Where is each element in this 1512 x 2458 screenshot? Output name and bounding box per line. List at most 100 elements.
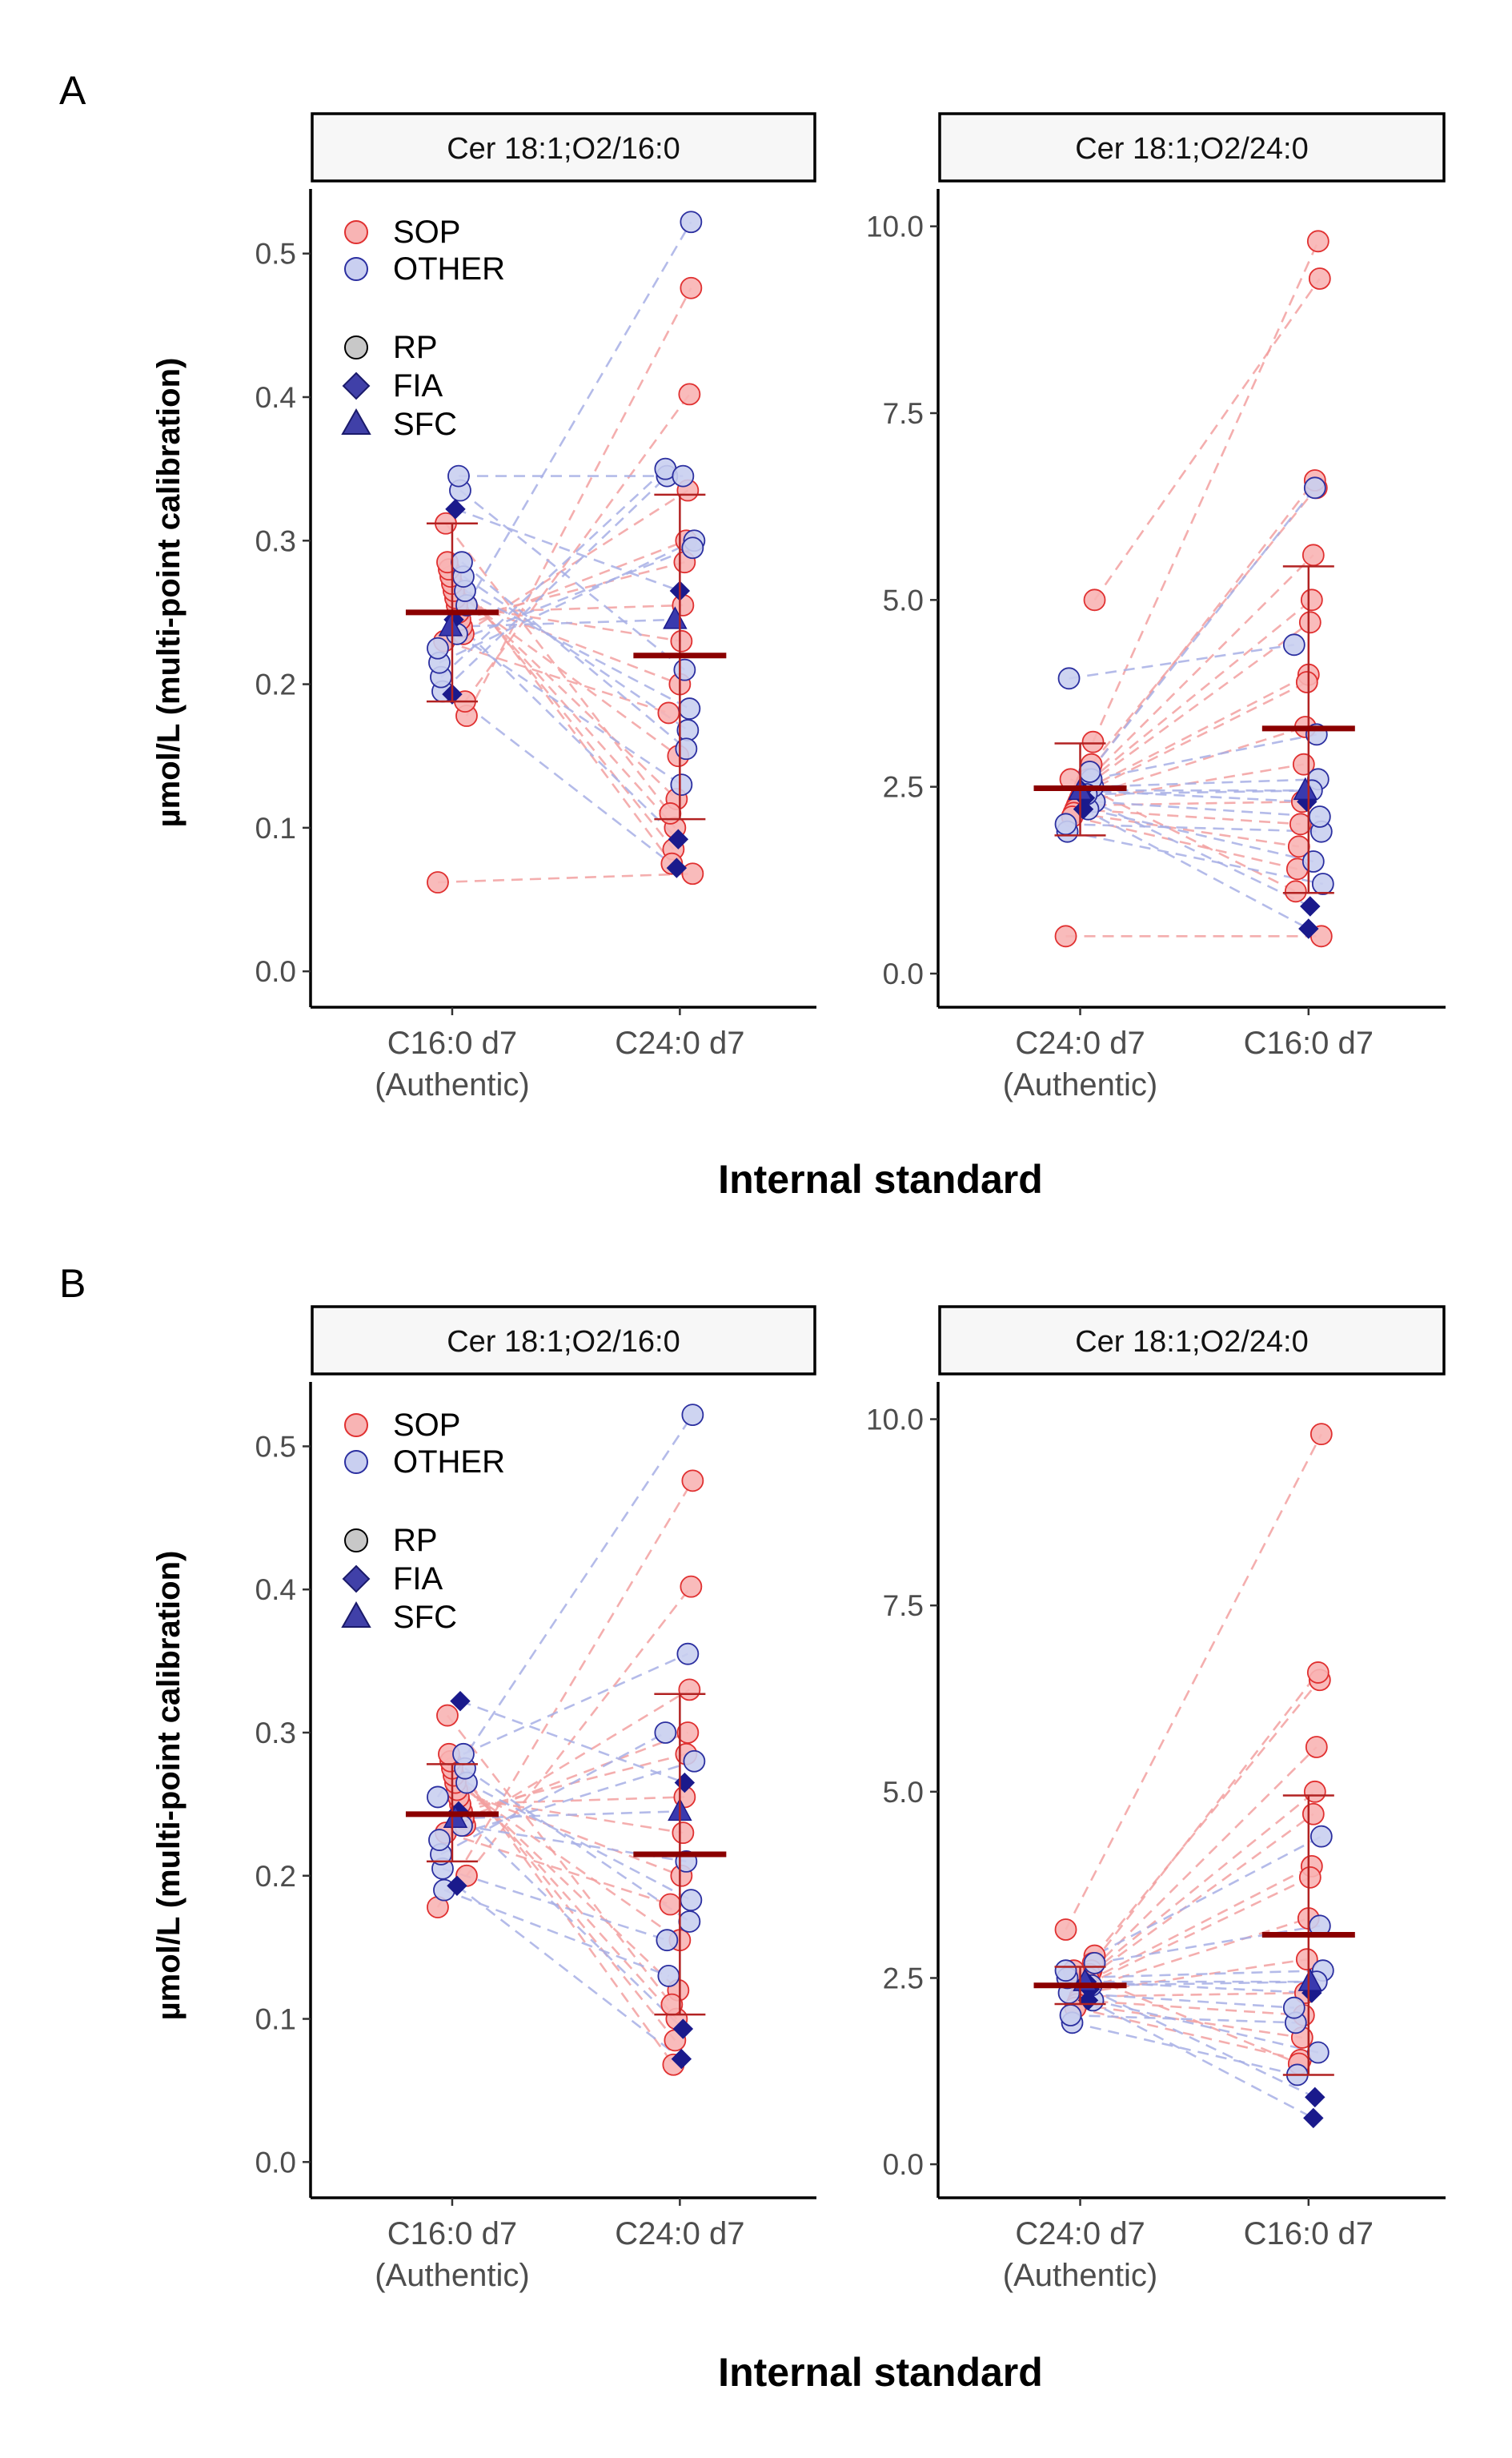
data-point-fia (445, 499, 466, 520)
data-point (1301, 1802, 1325, 1825)
pair-line (1089, 1988, 1316, 2099)
pair-line (1075, 808, 1301, 825)
data-point-sfc (1293, 777, 1318, 801)
facet-a-cer24: Cer 18:1;O2/24:0 0.0 2.5 5.0 7.5 10.0 C24:0 d7… (866, 112, 1446, 1102)
data-point (1081, 730, 1105, 753)
legend-other-label: OTHER (393, 251, 505, 287)
pair-line (1077, 2002, 1303, 2039)
legend-sop-marker (344, 220, 368, 244)
legend-b: SOP OTHER RP FIA SFC (341, 1408, 505, 1635)
x-tick-label: C24:0 d7 (615, 2216, 744, 2251)
pair-line (1069, 1991, 1294, 2009)
pair-line (1088, 808, 1314, 863)
pair-line (458, 1810, 684, 2030)
data-point (672, 1821, 695, 1845)
pair-line (1090, 487, 1317, 765)
legend-other-marker (344, 1450, 368, 1474)
y-tick-label: 10.0 (866, 1404, 924, 1436)
data-point (657, 1965, 680, 1987)
pair-line (1087, 1999, 1314, 2119)
data-point (681, 1404, 704, 1427)
pair-line (1084, 621, 1311, 788)
pair-line (1080, 1991, 1305, 1998)
data-point (1303, 1780, 1326, 1803)
data-point (1083, 588, 1106, 612)
data-point-fia (1298, 918, 1319, 939)
pair-line (437, 547, 693, 649)
pair-line (463, 576, 689, 732)
data-point (1054, 1918, 1077, 1941)
pair-line (1092, 240, 1320, 743)
data-point (1306, 2041, 1330, 2064)
pair-line (1077, 801, 1302, 807)
data-point (1295, 1948, 1318, 1971)
pair-line (439, 540, 695, 664)
data-point (436, 1704, 459, 1727)
data-point (678, 383, 701, 406)
data-point (654, 1721, 677, 1744)
data-point (1282, 633, 1305, 657)
pair-line (1083, 1917, 1309, 1990)
data-point (656, 1929, 679, 1952)
x-tick-label: C16:0 d7 (1244, 1026, 1374, 1061)
data-point (1298, 1866, 1321, 1889)
facet-b-cer24: Cer 18:1;O2/24:0 0.0 2.5 5.0 7.5 10.0 C24:0 d7… (866, 1305, 1446, 2293)
pair-line (1081, 789, 1307, 803)
data-point (1301, 850, 1325, 873)
pair-line (463, 393, 691, 702)
x-tick-label: C24:0 d7 (1015, 2216, 1145, 2251)
y-tick-label: 0.0 (255, 2146, 296, 2179)
pair-line (1094, 801, 1320, 818)
data-point (1083, 1951, 1106, 1974)
panel-letter-a: A (59, 68, 86, 113)
pair-line (459, 1700, 685, 1784)
pair-line (1089, 1790, 1316, 1975)
data-point (678, 1910, 701, 1933)
data-point (675, 737, 698, 761)
facet-strip (311, 112, 816, 183)
data-point (1308, 805, 1331, 828)
x-axis-title-a: Internal standard (718, 1157, 1043, 1202)
data-point-fia (447, 1875, 467, 1896)
y-tick-label: 5.0 (883, 1776, 924, 1809)
legend-fia-label: FIA (393, 1561, 443, 1596)
pair-line (1069, 778, 1297, 893)
y-tick-label: 10.0 (866, 211, 924, 243)
data-point (1059, 2004, 1082, 2026)
data-point (680, 1889, 703, 1912)
data-point (1303, 476, 1326, 500)
pair-line (1067, 830, 1324, 886)
legend-other-marker (344, 257, 368, 281)
legend-sop-marker (344, 1413, 368, 1437)
y-tick-label: 0.0 (883, 2148, 924, 2181)
pair-line (444, 522, 672, 814)
facet-strip (938, 112, 1446, 183)
data-point (657, 701, 680, 725)
legend-fia-label: FIA (393, 368, 443, 404)
legend-fia-marker (342, 1564, 371, 1593)
pair-line (443, 640, 669, 714)
x-tick-label: (Authentic) (375, 1067, 529, 1102)
pair-line (1065, 1433, 1322, 1930)
y-tick-label: 0.2 (255, 1860, 296, 1893)
pair-line (464, 589, 690, 710)
pair-line (1072, 2022, 1298, 2076)
pair-line (1091, 733, 1317, 781)
pair-line (1090, 1746, 1317, 1972)
legend-fia-marker (342, 372, 371, 400)
pair-line (451, 693, 678, 870)
legend-sop-label: SOP (393, 215, 460, 250)
pair-line (1081, 681, 1308, 796)
data-point (427, 871, 449, 894)
data-point (680, 1575, 703, 1598)
pair-line (1085, 1865, 1313, 1983)
y-tick-label: 0.2 (255, 669, 296, 701)
y-tick-label: 0.0 (883, 958, 924, 990)
data-point (1309, 1423, 1333, 1446)
pair-line (446, 1714, 673, 2006)
facet-title: Cer 18:1;O2/16:0 (447, 132, 680, 166)
facet-a-cer16: Cer 18:1;O2/16:0 0.0 0.1 0.2 0.3 0.4 0.5 C16:0 … (255, 112, 816, 1102)
pair-line (1067, 1969, 1323, 1979)
pair-line (453, 618, 680, 841)
y-tick-label: 0.1 (255, 812, 296, 845)
